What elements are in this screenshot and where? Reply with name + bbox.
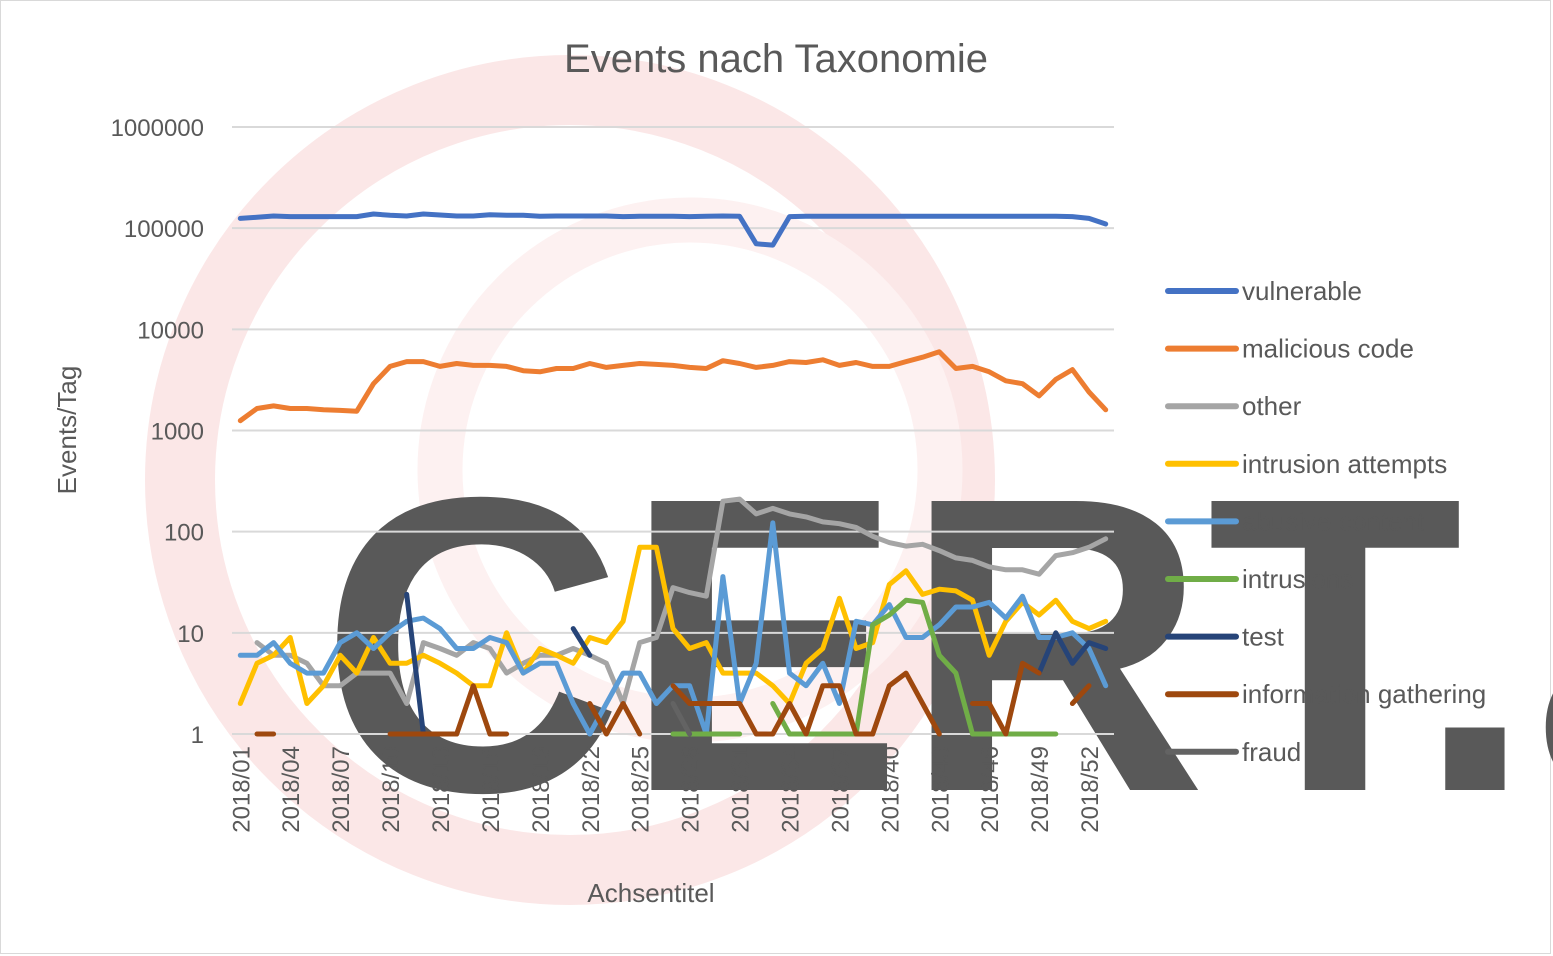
series-other xyxy=(254,496,1109,706)
series-line xyxy=(237,349,1109,424)
legend-item: malicious code xyxy=(1165,334,1414,364)
y-axis-title: Events/Tag xyxy=(52,366,82,495)
legend-label: other xyxy=(1242,391,1302,421)
series-malicious-code xyxy=(237,349,1109,424)
x-tick-label: 2018/22 xyxy=(578,746,605,833)
legend-label: test xyxy=(1242,622,1285,652)
series-line xyxy=(254,496,1109,706)
series-line xyxy=(1069,683,1092,706)
y-tick-label: 100 xyxy=(164,520,204,547)
legend-label: intrusions xyxy=(1242,564,1353,594)
legend-item: vulnerable xyxy=(1165,276,1362,306)
x-tick-label: 2018/52 xyxy=(1077,746,1104,833)
legend-label: fraud xyxy=(1242,737,1301,767)
x-tick-label: 2018/04 xyxy=(278,746,305,833)
legend-label: malicious code xyxy=(1242,334,1414,364)
x-tick-label: 2018/34 xyxy=(777,746,804,833)
x-tick-label: 2018/07 xyxy=(328,746,355,833)
series-line xyxy=(970,660,1042,737)
legend-item: abusive content xyxy=(1165,506,1425,536)
y-tick-label: 1000 xyxy=(151,419,204,446)
legend-item: other xyxy=(1165,391,1302,421)
x-tick-label: 2018/28 xyxy=(678,746,705,833)
legend: vulnerable malicious code other intrusion a… xyxy=(1165,276,1486,767)
series-test xyxy=(404,591,1109,737)
series-line xyxy=(387,683,510,737)
legend-label: information gathering xyxy=(1242,679,1486,709)
x-tick-label: 2018/10 xyxy=(378,746,405,833)
x-tick-label: 2018/16 xyxy=(478,746,505,833)
legend-item: test xyxy=(1165,622,1285,652)
series-line xyxy=(237,211,1109,248)
x-tick-label: 2018/46 xyxy=(977,746,1004,833)
chart-title: Events nach Taxonomie xyxy=(564,37,988,81)
series-intrusion-attempts xyxy=(237,544,1109,706)
x-tick-label: 2018/49 xyxy=(1027,746,1054,833)
series-vulnerable xyxy=(237,211,1109,248)
y-tick-label: 10 xyxy=(177,621,204,648)
series-fraud xyxy=(670,701,693,737)
x-tick-label: 2018/01 xyxy=(228,746,255,833)
x-tick-label: 2018/40 xyxy=(877,746,904,833)
series-line xyxy=(237,544,1109,706)
legend-item: information gathering xyxy=(1165,679,1486,709)
series-line xyxy=(1036,630,1109,676)
legend-label: abusive content xyxy=(1242,506,1425,536)
series-line xyxy=(587,701,643,737)
series-intrusions xyxy=(670,597,1059,737)
x-tick-label: 2018/37 xyxy=(827,746,854,833)
x-tick-label: 2018/25 xyxy=(628,746,655,833)
grid xyxy=(232,126,1114,735)
y-tick-label: 1000000 xyxy=(111,115,204,142)
series-line xyxy=(570,626,593,658)
watermark-swirl-inner xyxy=(417,197,963,743)
legend-item: intrusions xyxy=(1165,564,1353,594)
legend-item: intrusion attempts xyxy=(1165,449,1447,479)
legend-item: fraud xyxy=(1165,737,1301,767)
series-lines xyxy=(237,211,1109,737)
series-line xyxy=(670,701,693,737)
legend-label: intrusion attempts xyxy=(1242,449,1447,479)
y-tick-labels: 1 10 100 1000 10000 100000 1000000 xyxy=(111,115,204,749)
series-information-gathering xyxy=(254,660,1092,737)
x-tick-labels: 2018/01 2018/04 2018/07 2018/10 2018/13 2018/… xyxy=(228,746,1104,833)
y-tick-label: 100000 xyxy=(124,216,204,243)
y-tick-label: 10000 xyxy=(137,317,204,344)
series-line xyxy=(770,597,1059,737)
x-tick-label: 2018/13 xyxy=(428,746,455,833)
series-line xyxy=(670,670,942,737)
x-tick-label: 2018/31 xyxy=(728,746,755,833)
x-tick-label: 2018/19 xyxy=(528,746,555,833)
x-tick-label: 2018/43 xyxy=(927,746,954,833)
legend-label: vulnerable xyxy=(1242,276,1362,306)
y-tick-label: 1 xyxy=(191,722,204,749)
series-line xyxy=(404,591,426,737)
x-axis-title: Achsentitel xyxy=(587,878,714,908)
